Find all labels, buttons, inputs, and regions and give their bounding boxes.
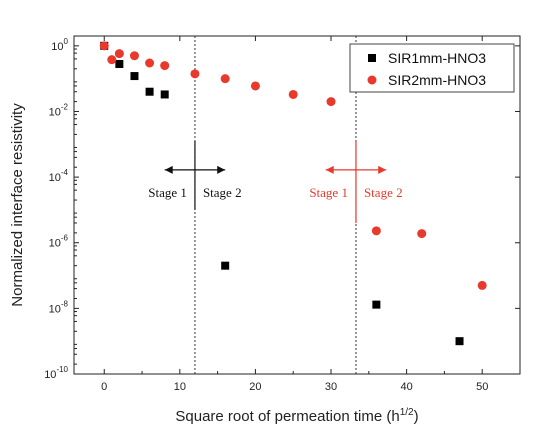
data-point-circle	[220, 74, 230, 84]
data-point-circle	[99, 41, 109, 51]
y-tick-label: 10-4	[49, 168, 69, 184]
data-point-circle	[107, 55, 117, 65]
data-point-circle	[326, 97, 336, 107]
data-points	[99, 41, 487, 346]
data-point-circle	[288, 89, 298, 99]
x-tick-label: 0	[101, 381, 107, 393]
x-axis-label-sup: 1/2	[400, 407, 414, 418]
x-axis-label-suffix: )	[414, 408, 419, 425]
y-tick-label: 10-10	[44, 365, 68, 381]
stage-arrow-right-head	[217, 165, 226, 174]
y-tick-label: 10-8	[49, 299, 69, 315]
plot-frame	[73, 35, 521, 375]
x-axis-label: Square root of permeation time (h1/2)	[175, 407, 418, 425]
y-tick-label: 10-2	[49, 102, 69, 118]
x-axis-label-text: Square root of permeation time (h	[175, 408, 399, 425]
stage-2-label: Stage 2	[203, 185, 242, 200]
legend: SIR1mm-HNO3 SIR2mm-HNO3	[349, 43, 515, 93]
x-tick-label: 10	[174, 381, 186, 393]
data-point-circle	[371, 226, 381, 236]
legend-entry-label: SIR1mm-HNO3	[388, 50, 486, 66]
reference-lines	[194, 36, 357, 374]
y-axis-label: Normalized interface resistivity	[9, 103, 26, 307]
stage-2-label: Stage 2	[364, 185, 403, 200]
data-point-square	[221, 261, 230, 270]
data-point-square	[455, 337, 464, 346]
stage-arrow-left-head	[164, 165, 173, 174]
data-point-circle	[417, 229, 427, 239]
legend-marker-square	[368, 54, 376, 62]
data-point-circle	[477, 280, 487, 290]
y-tick-label: 100	[51, 37, 68, 53]
stage-arrow-left-head	[325, 165, 334, 174]
x-tick-label: 50	[476, 381, 488, 393]
stage-arrow-right-head	[378, 165, 387, 174]
data-point-square	[160, 90, 169, 99]
data-point-square	[145, 87, 154, 96]
data-point-square	[372, 300, 381, 309]
axis-ticks: 0 10 20 30 40 50 100 10-2 10-4 10-6 10-8 10-10	[44, 36, 520, 393]
legend-box	[349, 43, 515, 93]
data-point-square	[130, 72, 139, 81]
data-point-circle	[160, 61, 170, 71]
stage-1-label: Stage 1	[309, 185, 348, 200]
data-point-circle	[190, 69, 200, 79]
stage-annotations: Stage 1 Stage 2 Stage 1 Stage 2	[148, 141, 403, 224]
x-tick-label: 40	[400, 381, 412, 393]
data-point-circle	[114, 49, 124, 59]
legend-marker-circle	[367, 75, 377, 85]
data-point-square	[115, 59, 124, 68]
stage-1-label: Stage 1	[148, 185, 187, 200]
data-point-circle	[145, 58, 155, 68]
data-point-circle	[250, 81, 260, 91]
x-tick-label: 30	[325, 381, 337, 393]
data-point-circle	[129, 51, 139, 61]
x-tick-label: 20	[249, 381, 261, 393]
y-tick-label: 10-6	[49, 234, 69, 250]
legend-entry-label: SIR2mm-HNO3	[388, 72, 486, 88]
